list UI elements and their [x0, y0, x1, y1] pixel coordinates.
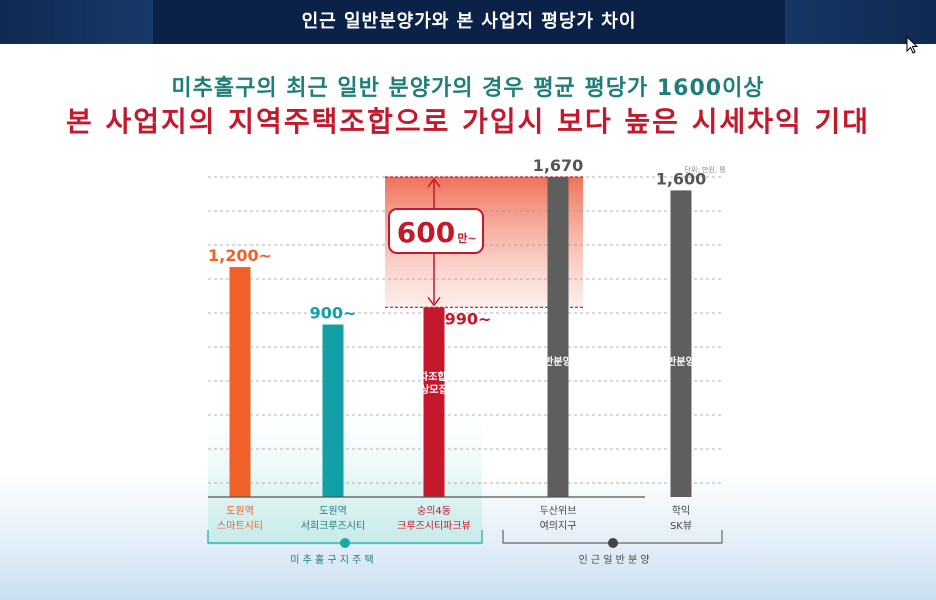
category-label-1: 도원역: [226, 505, 254, 517]
data-label-1: 1,200~: [208, 246, 272, 265]
bar-3: [423, 307, 445, 497]
bar-inner-label-3: 1차조합원: [412, 370, 456, 383]
category-label-4: 여의지구: [540, 520, 577, 532]
category-label-3: 크루즈시티파크뷰: [397, 520, 471, 532]
group-right-label: 인 근 일 반 분 양: [578, 554, 649, 566]
category-label-5: 학익: [672, 505, 690, 517]
group-left-label: 미 추 홀 구 지 주 택: [290, 553, 373, 566]
bar-inner-label-3: 예상모집가: [411, 383, 458, 396]
headline-subtitle: 미추홀구의 최근 일반 분양가의 경우 평균 평당가 1600이상: [171, 76, 765, 101]
bar-1: [229, 267, 251, 497]
category-label-2: 도원역: [319, 505, 347, 517]
arrow-down-icon: [427, 296, 441, 307]
difference-value: 600: [397, 216, 455, 249]
headline-main: 본 사업지의 지역주택조합으로 가입시 보다 높은 시세차익 기대: [66, 105, 870, 138]
category-label-1: 스마트시티: [217, 520, 263, 532]
category-label-4: 두산위브: [540, 504, 577, 517]
bar-2: [322, 324, 344, 497]
bar-4: [547, 177, 569, 497]
data-label-5: 1,600: [656, 169, 707, 188]
difference-box: [388, 208, 484, 254]
category-label-2: 서희크루즈시티: [301, 520, 365, 532]
data-label-2: 900~: [310, 304, 357, 323]
category-label-3: 숭의4동: [417, 505, 451, 517]
bar-inner-label-5: 일반분양가: [658, 355, 705, 368]
bar-inner-label-4: 일반분양가: [535, 355, 582, 368]
group-left-dot: [340, 538, 350, 548]
page-title: 인근 일반분양가와 본 사업지 평당가 차이: [153, 0, 785, 44]
data-label-4: 1,670: [533, 156, 584, 175]
data-label-3: 990~: [445, 309, 492, 328]
mouse-cursor-icon: [906, 36, 919, 54]
group-right-dot: [608, 538, 618, 548]
category-label-5: SK뷰: [670, 521, 692, 532]
arrow-up-icon: [427, 177, 441, 188]
bar-5: [670, 190, 692, 497]
difference-unit: 만~: [457, 231, 476, 245]
header-bar: 인근 일반분양가와 본 사업지 평당가 차이: [0, 0, 936, 44]
unit-note: 단위: 만원, 평: [684, 165, 725, 174]
